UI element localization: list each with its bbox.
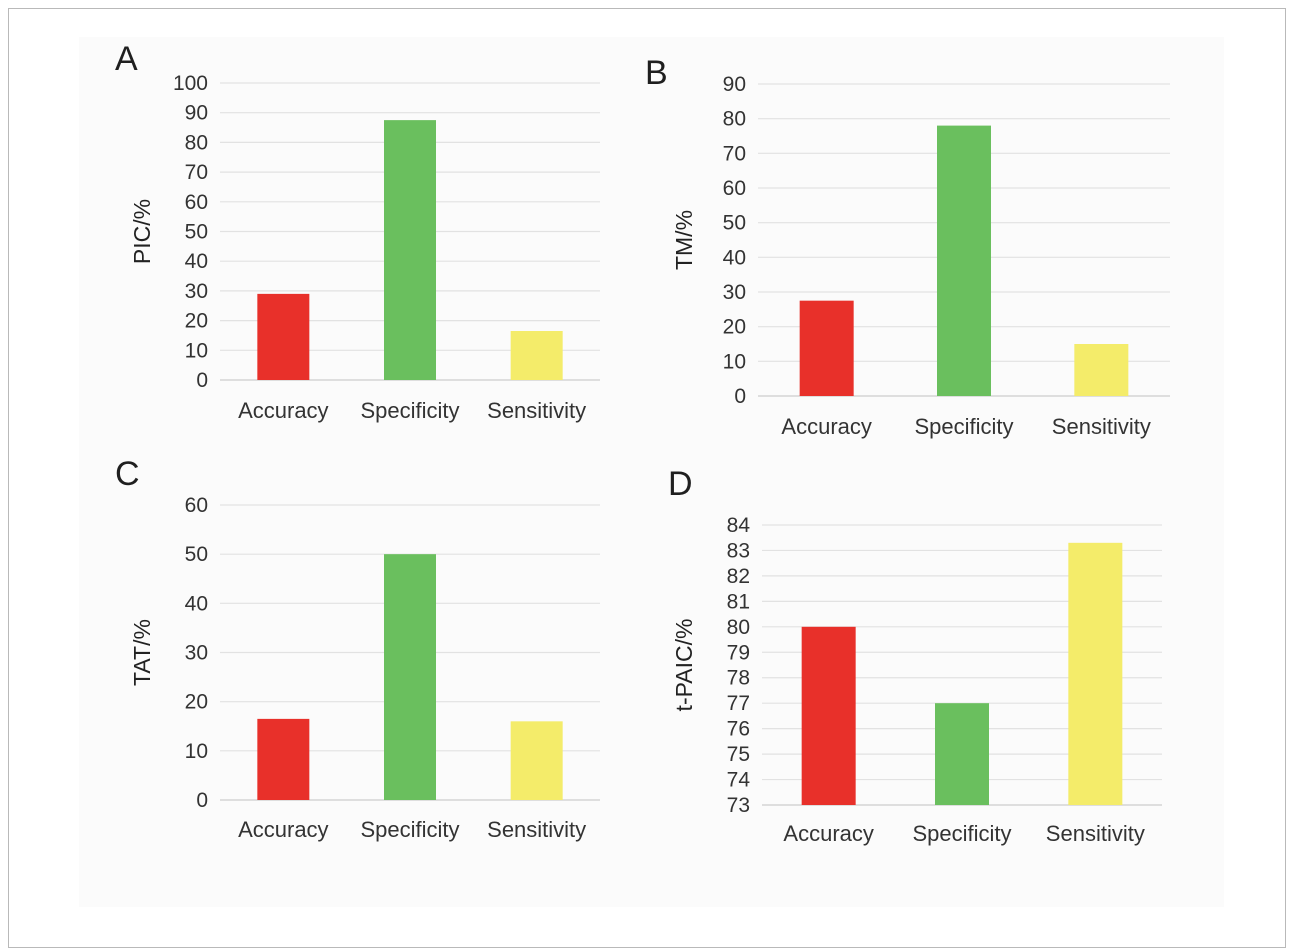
category-label: Accuracy	[781, 414, 871, 439]
y-tick-label: 0	[734, 385, 746, 408]
y-tick-label: 74	[727, 769, 751, 792]
y-tick-label: 10	[185, 740, 208, 763]
y-tick-label: 83	[727, 539, 750, 562]
y-tick-label: 78	[727, 667, 750, 690]
bar-accuracy	[801, 626, 856, 805]
y-tick-label: 30	[185, 642, 208, 665]
bar-sensitivity	[510, 721, 563, 800]
y-tick-label: 10	[185, 339, 208, 362]
chart-panel-a: A 0 10 20 30 40 50 60 70 80 90 100 Accuracy Specifici…	[115, 40, 600, 423]
y-tick-label: 40	[185, 250, 208, 273]
y-tick-label: 10	[723, 350, 746, 373]
y-axis-title: TAT/%	[129, 619, 155, 686]
y-tick-label: 20	[185, 310, 208, 333]
y-tick-label: 60	[185, 494, 208, 517]
category-label: Accuracy	[238, 817, 328, 842]
y-tick-label: 40	[185, 592, 208, 615]
bar-specificity	[937, 125, 991, 396]
panel-letter: C	[115, 455, 140, 493]
panel-letter: D	[668, 465, 693, 503]
y-tick-label: 50	[723, 212, 746, 235]
category-label: Accuracy	[238, 398, 328, 423]
y-tick-label: 82	[727, 565, 750, 588]
y-tick-label: 75	[727, 743, 750, 766]
category-label: Sensitivity	[1046, 821, 1145, 846]
y-tick-label: 80	[727, 616, 750, 639]
chart-panel-b: B 0 10 20 30 40 50 60 70 80 90 Accuracy Specificity S…	[645, 54, 1170, 439]
bar-sensitivity	[1074, 344, 1129, 396]
y-tick-label: 60	[185, 191, 208, 214]
panel-letter: A	[115, 40, 138, 78]
y-axis-title: TM/%	[671, 210, 697, 270]
category-label: Specificity	[360, 817, 459, 842]
y-tick-label: 30	[723, 281, 746, 304]
y-tick-label: 73	[727, 794, 750, 817]
y-tick-label: 90	[723, 73, 746, 96]
y-tick-label: 50	[185, 221, 208, 244]
category-label: Specificity	[914, 414, 1013, 439]
y-tick-label: 81	[727, 590, 750, 613]
y-axis-title: t-PAIC/%	[671, 619, 697, 712]
y-tick-label: 30	[185, 280, 208, 303]
bar-sensitivity	[510, 330, 563, 380]
y-tick-label: 100	[173, 72, 208, 95]
bar-specificity	[384, 120, 436, 380]
bar-sensitivity	[1068, 542, 1123, 805]
category-label: Specificity	[360, 398, 459, 423]
y-tick-label: 20	[185, 691, 208, 714]
y-tick-label: 80	[723, 108, 746, 131]
category-label: Sensitivity	[487, 817, 586, 842]
chart-panel-c: C 0 10 20 30 40 50 60 Accuracy Specificity Sensiti…	[115, 455, 600, 842]
bar-accuracy	[257, 293, 310, 380]
y-tick-label: 84	[727, 514, 751, 537]
y-tick-label: 20	[723, 316, 746, 339]
category-label: Sensitivity	[487, 398, 586, 423]
y-tick-label: 70	[185, 161, 208, 184]
bar-accuracy	[257, 718, 310, 800]
y-tick-label: 77	[727, 692, 750, 715]
y-axis-title: PIC/%	[129, 199, 155, 264]
y-tick-label: 70	[723, 142, 746, 165]
y-tick-label: 50	[185, 543, 208, 566]
bar-specificity	[384, 554, 436, 800]
y-tick-label: 76	[727, 718, 750, 741]
category-label: Accuracy	[783, 821, 873, 846]
y-tick-label: 80	[185, 131, 208, 154]
y-tick-label: 60	[723, 177, 746, 200]
category-label: Specificity	[912, 821, 1011, 846]
y-tick-label: 90	[185, 102, 208, 125]
bar-specificity	[935, 703, 989, 805]
y-tick-label: 79	[727, 641, 750, 664]
y-tick-label: 0	[196, 789, 208, 812]
y-tick-label: 0	[196, 369, 208, 392]
bar-accuracy	[799, 300, 854, 396]
category-label: Sensitivity	[1052, 414, 1151, 439]
panel-letter: B	[645, 54, 668, 92]
y-tick-label: 40	[723, 246, 746, 269]
